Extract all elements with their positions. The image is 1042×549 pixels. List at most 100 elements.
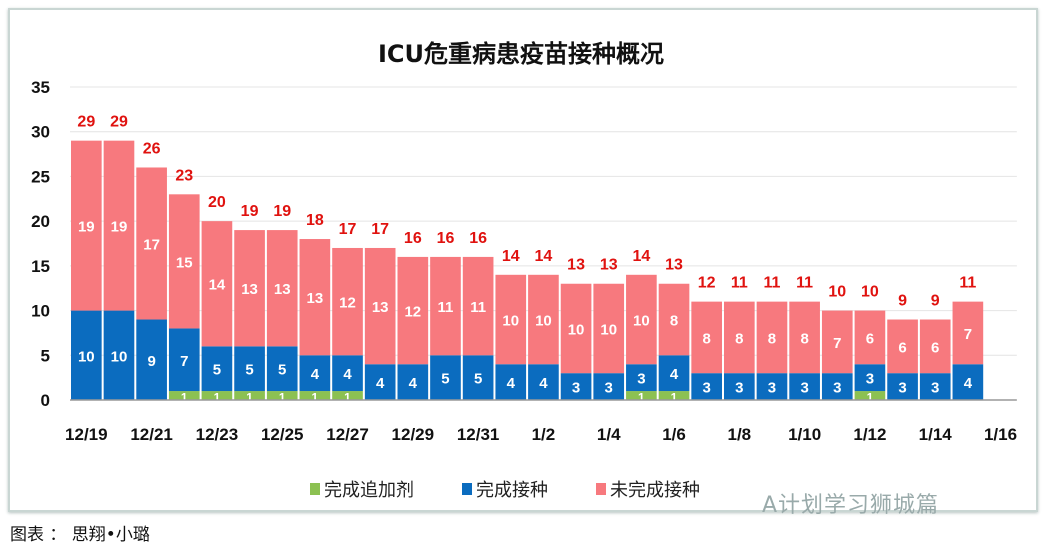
total-label: 11: [731, 275, 748, 292]
bar-segment: [430, 256, 461, 356]
y-tick-label: 25: [31, 167, 50, 186]
data-label: 4: [670, 366, 679, 383]
total-label: 14: [632, 248, 650, 265]
bar-segment: [332, 355, 363, 392]
bar-segment: [136, 167, 167, 320]
bar-segment: [821, 373, 853, 400]
bar-segment: [919, 319, 951, 374]
data-label: 14: [209, 277, 226, 294]
bar-segment: [266, 230, 298, 347]
bar-segment: [168, 391, 200, 400]
legend: 完成追加剂 完成接种 未完成接种: [310, 476, 700, 502]
data-label: 19: [78, 219, 95, 236]
x-tick-label: 1/2: [532, 425, 556, 444]
bar-segment: [234, 230, 265, 347]
bar-segment: [299, 239, 331, 356]
bar-segment: [234, 391, 265, 400]
bar-segment: [789, 301, 820, 374]
total-label: 29: [110, 114, 128, 131]
bar-segment: [691, 301, 722, 374]
total-label: 26: [143, 140, 161, 157]
data-label: 1: [246, 391, 253, 405]
bar-segment: [560, 283, 592, 374]
x-tick-label: 12/21: [130, 425, 173, 444]
bar-segment: [168, 194, 200, 329]
total-label: 20: [208, 194, 226, 211]
total-label: 12: [698, 275, 716, 292]
bar-segment: [887, 373, 918, 400]
bar-segment: [332, 247, 363, 356]
data-label: 7: [833, 335, 841, 352]
y-tick-label: 10: [31, 302, 50, 321]
bar-segment: [626, 391, 657, 400]
total-label: 16: [469, 230, 487, 247]
data-label: 8: [800, 330, 808, 347]
bar-segment: [593, 373, 625, 400]
total-label: 11: [764, 275, 781, 292]
bar-segment: [952, 301, 984, 365]
x-tick-label: 1/6: [662, 425, 686, 444]
bar-segment: [560, 373, 592, 400]
bar-segment: [266, 391, 298, 400]
y-tick-label: 15: [31, 257, 50, 276]
bar-segment: [364, 247, 396, 365]
data-label: 5: [441, 371, 449, 388]
total-label: 10: [861, 284, 879, 301]
data-label: 6: [931, 339, 939, 356]
chart-title: ICU危重病患疫苗接种概况: [377, 40, 665, 68]
data-label: 15: [176, 254, 193, 271]
bar-segment: [887, 319, 918, 374]
total-label: 9: [898, 293, 907, 310]
bar-segment: [136, 319, 167, 400]
data-label: 3: [703, 380, 711, 397]
data-label: 6: [898, 339, 906, 356]
bar-segment: [299, 355, 331, 392]
legend-label: 未完成接种: [610, 480, 700, 501]
legend-swatch: [310, 483, 320, 495]
y-tick-label: 30: [31, 123, 50, 142]
data-label: 3: [768, 380, 776, 397]
data-label: 4: [409, 375, 418, 392]
data-label: 11: [438, 299, 454, 316]
data-label: 10: [633, 313, 650, 330]
data-label: 1: [344, 391, 351, 405]
x-tick-label: 12/27: [326, 425, 369, 444]
bar-segment: [299, 391, 331, 400]
total-label: 17: [371, 221, 389, 238]
bar-segment: [756, 373, 788, 400]
data-label: 6: [866, 330, 874, 347]
data-label: 4: [343, 366, 352, 383]
data-label: 4: [376, 375, 385, 392]
legend-swatch: [462, 483, 472, 495]
data-label: 7: [180, 353, 188, 370]
caption: 图表 ： 思翔•小璐: [10, 525, 150, 545]
x-tick-label: 1/4: [597, 425, 621, 444]
x-tick-label: 12/19: [65, 425, 108, 444]
data-label: 4: [311, 366, 320, 383]
total-label: 13: [665, 257, 683, 274]
data-label: 10: [568, 321, 585, 338]
x-tick-label: 1/8: [728, 425, 752, 444]
total-label: 9: [931, 293, 940, 310]
x-tick-label: 1/12: [853, 425, 886, 444]
data-label: 4: [964, 375, 973, 392]
data-label: 3: [572, 380, 580, 397]
y-tick-label: 20: [31, 212, 50, 231]
data-label: 3: [637, 371, 645, 388]
legend-label: 完成追加剂: [324, 480, 414, 501]
data-label: 9: [147, 353, 155, 370]
data-label: 7: [964, 326, 972, 343]
total-label: 14: [502, 248, 520, 265]
legend-item-completed: 完成接种: [462, 476, 548, 502]
bar-segment: [854, 310, 886, 365]
data-label: 10: [600, 321, 617, 338]
bar-segment: [495, 364, 527, 400]
data-label: 5: [474, 371, 482, 388]
bar-segment: [724, 373, 755, 400]
data-label: 13: [372, 299, 389, 316]
total-label: 19: [273, 203, 291, 220]
x-tick-label: 12/23: [196, 425, 239, 444]
bar-segment: [691, 373, 722, 400]
data-label: 13: [241, 281, 258, 298]
y-tick-label: 0: [41, 391, 50, 410]
